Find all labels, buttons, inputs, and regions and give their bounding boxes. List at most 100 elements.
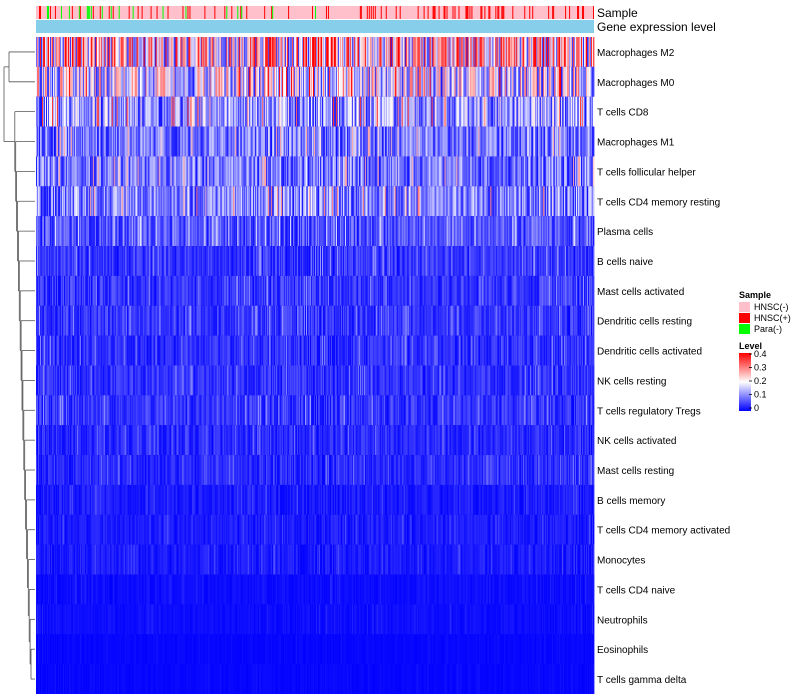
heatmap-cell (390, 96, 393, 127)
sample-group-mark (264, 6, 266, 19)
sample-group-mark (187, 6, 189, 19)
heatmap-cell (261, 246, 263, 276)
heatmap-cell (221, 96, 223, 127)
heatmap-cell (380, 216, 383, 247)
heatmap-cell (246, 156, 248, 187)
heatmap-cell (308, 37, 310, 67)
heatmap-cell (388, 96, 391, 127)
heatmap-cell (561, 216, 563, 247)
heatmap-cell (222, 216, 224, 247)
heatmap-cell (476, 37, 478, 67)
heatmap-cell (381, 126, 384, 157)
sample-group-mark (577, 6, 579, 19)
heatmap-cell (156, 246, 158, 276)
heatmap-cell (73, 246, 76, 276)
heatmap-cell (517, 216, 519, 247)
heatmap-cell (310, 246, 312, 276)
heatmap-cell (107, 96, 110, 127)
heatmap-cell (493, 96, 495, 127)
heatmap-cell (578, 126, 580, 157)
heatmap-cell (425, 186, 427, 217)
sample-group-mark (90, 6, 92, 19)
heatmap-cell (388, 126, 391, 157)
heatmap-cell (366, 216, 369, 247)
heatmap-cell (501, 186, 503, 217)
heatmap-cell (474, 216, 476, 247)
heatmap-cell (358, 96, 361, 127)
heatmap-cell (258, 216, 260, 247)
heatmap-cell (166, 126, 168, 157)
heatmap-cell (77, 275, 80, 306)
heatmap-cell (169, 96, 171, 127)
heatmap-cell (107, 126, 110, 157)
heatmap-cell (455, 126, 457, 157)
heatmap-cell (248, 275, 250, 306)
heatmap-cell (66, 156, 69, 187)
heatmap-cell (334, 96, 337, 127)
heatmap-cell (116, 96, 119, 127)
heatmap-cell (429, 186, 431, 217)
heatmap-cell (360, 37, 363, 67)
heatmap-cell (405, 66, 408, 97)
heatmap-cell (146, 126, 148, 157)
heatmap-cell (507, 186, 509, 217)
heatmap-cell (197, 275, 199, 306)
heatmap-cell (52, 216, 55, 247)
heatmap-cell (333, 66, 336, 97)
heatmap-cell (416, 186, 419, 217)
heatmap-cell (486, 126, 488, 157)
heatmap-cell (591, 156, 593, 187)
heatmap-cell (225, 126, 227, 157)
heatmap-cell (355, 66, 358, 97)
heatmap-cell (489, 37, 491, 67)
heatmap-cell (106, 186, 109, 217)
heatmap-cell (82, 37, 85, 67)
heatmap-cell (167, 216, 169, 247)
heatmap-cell (460, 66, 462, 97)
heatmap-cell (461, 186, 463, 217)
heatmap-cell (588, 156, 590, 187)
heatmap-cell (222, 126, 224, 157)
heatmap-cell (218, 246, 220, 276)
heatmap-cell (436, 216, 438, 247)
heatmap-cell (203, 275, 205, 306)
heatmap-cell (71, 246, 74, 276)
heatmap-cell (439, 216, 441, 247)
heatmap-cell (159, 275, 161, 306)
heatmap-cell (510, 156, 512, 187)
heatmap-cell (310, 275, 312, 306)
heatmap-cell (307, 126, 309, 157)
heatmap-cell (142, 96, 145, 127)
heatmap-cell (112, 37, 115, 67)
heatmap-cell (374, 37, 377, 67)
heatmap-cell (311, 126, 313, 157)
heatmap-cell (185, 126, 187, 157)
heatmap-cell (53, 186, 56, 217)
sample-group-mark (288, 6, 290, 19)
heatmap-cell (354, 96, 357, 127)
heatmap-cell (518, 156, 520, 187)
heatmap-cell (227, 216, 229, 247)
heatmap-cell (196, 156, 198, 187)
heatmap-cell (135, 96, 138, 127)
heatmap-cell (437, 126, 439, 157)
heatmap-cell (336, 96, 339, 127)
heatmap-cell (538, 126, 540, 157)
heatmap-cell (559, 246, 561, 276)
heatmap-cell (42, 37, 45, 67)
heatmap-cell (481, 66, 483, 97)
heatmap-cell (321, 66, 324, 97)
heatmap-cell (112, 216, 115, 247)
heatmap-cell (455, 246, 457, 276)
heatmap-cell (125, 126, 128, 157)
heatmap-cell (232, 96, 234, 127)
heatmap-cell (533, 246, 535, 276)
heatmap-cell (556, 96, 558, 127)
heatmap-cell (136, 156, 139, 187)
heatmap-cell (129, 246, 132, 276)
heatmap-cell (477, 66, 479, 97)
heatmap-cell (145, 216, 148, 247)
heatmap-cell (483, 126, 485, 157)
heatmap-cell (142, 246, 145, 276)
heatmap-cell (558, 66, 560, 97)
